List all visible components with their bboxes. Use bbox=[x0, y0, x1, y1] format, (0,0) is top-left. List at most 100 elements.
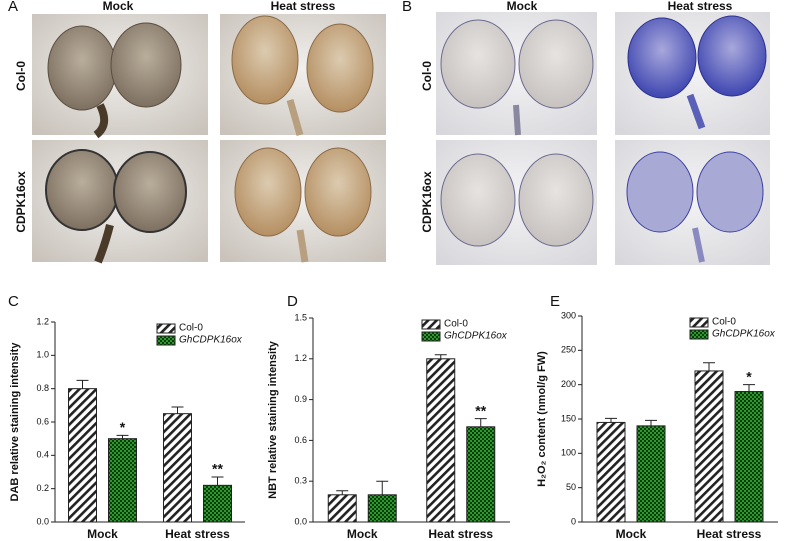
error-bar bbox=[434, 354, 447, 359]
error-bar bbox=[76, 379, 89, 389]
bar bbox=[596, 421, 626, 523]
error-bar bbox=[116, 434, 129, 439]
leaf bbox=[696, 151, 764, 233]
significance-label: ** bbox=[475, 402, 486, 418]
column-header: Mock bbox=[103, 0, 134, 13]
x-tick-label: Mock bbox=[616, 527, 647, 541]
leaf bbox=[231, 15, 299, 105]
photo-panels: A Mock Heat stress Col-0 CDPK16ox B Mock… bbox=[8, 0, 770, 265]
leaf bbox=[440, 19, 516, 109]
stem bbox=[686, 93, 706, 130]
bar bbox=[734, 391, 764, 523]
legend-swatch bbox=[689, 329, 709, 340]
y-tick-label: 0.8 bbox=[36, 383, 49, 393]
y-tick-label: 300 bbox=[561, 310, 576, 320]
leaf bbox=[440, 153, 516, 247]
bar bbox=[108, 438, 137, 523]
significance-label: * bbox=[746, 368, 752, 384]
y-tick-label: 1.5 bbox=[294, 312, 307, 322]
y-tick-label: 0.0 bbox=[294, 516, 307, 526]
leaf bbox=[113, 151, 187, 233]
leaf bbox=[697, 15, 767, 97]
y-tick-label: 250 bbox=[561, 345, 576, 355]
leaf bbox=[234, 147, 302, 237]
panel-label: B bbox=[402, 0, 412, 15]
y-tick-label: 0.6 bbox=[36, 416, 49, 426]
legend-swatch bbox=[156, 335, 176, 346]
row-header: CDPK16ox bbox=[14, 171, 28, 233]
leaf bbox=[626, 151, 694, 233]
y-tick-label: 200 bbox=[561, 379, 576, 389]
y-tick-label: 1.2 bbox=[294, 353, 307, 363]
x-tick-label: Heat stress bbox=[697, 527, 762, 541]
bar bbox=[163, 413, 192, 523]
bar bbox=[327, 494, 357, 523]
significance-label: ** bbox=[212, 461, 223, 477]
error-bar bbox=[171, 406, 184, 414]
error-bar bbox=[376, 480, 389, 495]
error-bar bbox=[336, 490, 349, 495]
leaf bbox=[47, 25, 117, 111]
legend-label: GhCDPK16ox bbox=[444, 331, 508, 342]
y-axis-label: H₂O₂ content (nmol/g FW) bbox=[536, 351, 548, 487]
row-header: CDPK16ox bbox=[420, 171, 434, 233]
bar bbox=[466, 426, 496, 523]
legend-label: Col-0 bbox=[712, 317, 736, 328]
stem bbox=[513, 104, 521, 136]
column-header: Heat stress bbox=[668, 0, 733, 13]
leaf bbox=[627, 17, 697, 99]
error-bar bbox=[703, 362, 715, 371]
leaf bbox=[518, 19, 594, 109]
legend-label: Col-0 bbox=[444, 319, 468, 330]
bar bbox=[367, 494, 397, 523]
error-bar bbox=[474, 418, 487, 427]
panel-label: C bbox=[8, 293, 19, 310]
bar bbox=[636, 425, 666, 523]
y-axis-label: DAB relative staining intensity bbox=[9, 342, 21, 502]
leaf bbox=[518, 153, 594, 247]
error-bar bbox=[645, 419, 657, 426]
y-tick-label: 0.9 bbox=[294, 394, 307, 404]
y-axis-label: NBT relative staining intensity bbox=[267, 340, 279, 499]
y-tick-label: 0 bbox=[571, 516, 576, 526]
bar bbox=[203, 484, 232, 523]
stem bbox=[296, 229, 309, 263]
stem bbox=[286, 99, 304, 136]
legend-swatch bbox=[689, 317, 709, 328]
significance-label: * bbox=[120, 419, 126, 435]
y-tick-label: 0.3 bbox=[294, 476, 307, 486]
x-tick-label: Mock bbox=[347, 527, 378, 541]
legend-swatch bbox=[156, 323, 176, 334]
y-tick-label: 0.0 bbox=[36, 516, 49, 526]
legend-swatch bbox=[421, 331, 441, 342]
legend-label: GhCDPK16ox bbox=[179, 335, 243, 346]
leaf bbox=[304, 147, 372, 237]
error-bar bbox=[743, 384, 755, 392]
leaf bbox=[110, 22, 182, 108]
x-tick-label: Heat stress bbox=[428, 527, 493, 541]
stem bbox=[692, 227, 705, 263]
y-tick-label: 1.0 bbox=[36, 350, 49, 360]
panel-label: E bbox=[550, 293, 560, 310]
y-tick-label: 0.2 bbox=[36, 483, 49, 493]
bar bbox=[694, 370, 724, 523]
error-bar bbox=[605, 417, 617, 423]
y-tick-label: 1.2 bbox=[36, 316, 49, 326]
legend-label: GhCDPK16ox bbox=[712, 329, 776, 340]
column-header: Mock bbox=[507, 0, 538, 13]
y-tick-label: 150 bbox=[561, 413, 576, 423]
y-tick-label: 50 bbox=[566, 482, 576, 492]
stem bbox=[94, 224, 114, 264]
leaf bbox=[45, 149, 119, 231]
bar bbox=[426, 358, 456, 523]
legend-swatch bbox=[421, 319, 441, 330]
bar bbox=[68, 388, 97, 523]
x-tick-label: Mock bbox=[87, 527, 118, 541]
y-tick-label: 0.4 bbox=[36, 450, 49, 460]
legend-label: Col-0 bbox=[179, 323, 203, 334]
leaf bbox=[306, 23, 374, 113]
row-header: Col-0 bbox=[14, 61, 28, 91]
row-header: Col-0 bbox=[420, 61, 434, 91]
y-tick-label: 0.6 bbox=[294, 435, 307, 445]
